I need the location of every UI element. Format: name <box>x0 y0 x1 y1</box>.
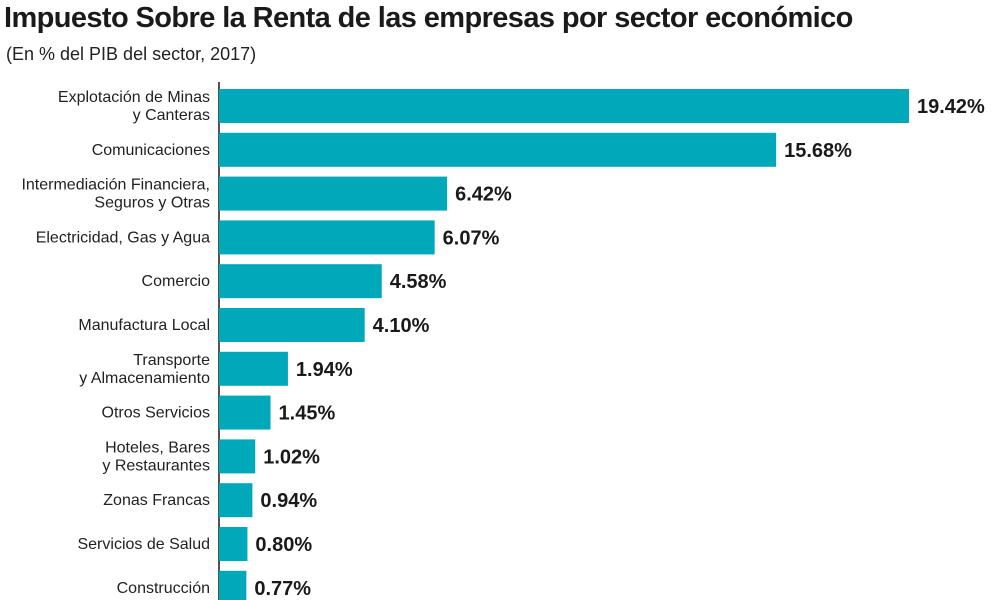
category-label: Otros Servicios <box>102 405 210 422</box>
category-label: Transporte <box>133 352 210 369</box>
bar-value-label: 0.77% <box>254 578 311 600</box>
category-label: y Canteras <box>133 107 210 124</box>
bar-value-label: 1.02% <box>263 446 320 468</box>
bar-value-label: 15.68% <box>784 140 852 162</box>
bar <box>219 220 435 255</box>
category-label: Comunicaciones <box>92 142 210 159</box>
category-label: y Almacenamiento <box>79 370 210 387</box>
chart-subtitle: (En % del PIB del sector, 2017) <box>6 44 257 64</box>
bar <box>219 351 288 386</box>
category-label: Servicios de Salud <box>77 536 210 553</box>
bar-value-label: 6.07% <box>443 227 500 249</box>
bar <box>219 176 448 211</box>
category-label: Manufactura Local <box>78 317 210 334</box>
bar <box>219 89 909 123</box>
bar <box>219 132 777 167</box>
chart-title: Impuesto Sobre la Renta de las empresas … <box>4 2 853 34</box>
bar <box>219 308 365 342</box>
bar-value-label: 4.58% <box>390 271 447 293</box>
bar-value-label: 1.45% <box>279 403 336 425</box>
bar-value-label: 4.10% <box>373 315 430 337</box>
category-label: Explotación de Minas <box>58 89 210 106</box>
category-label: Intermediación Financiera, <box>21 177 210 194</box>
category-label: Hoteles, Bares <box>105 439 210 456</box>
category-label: Seguros y Otras <box>94 195 210 212</box>
category-label: Electricidad, Gas y Agua <box>36 229 210 246</box>
bar <box>219 264 382 299</box>
category-label: Zonas Francas <box>103 492 210 509</box>
bar <box>219 527 248 561</box>
category-label: Construcción <box>117 580 210 597</box>
category-label: y Restaurantes <box>102 457 210 474</box>
bar-value-label: 0.94% <box>260 490 317 512</box>
bar <box>219 570 247 600</box>
bar-value-label: 6.42% <box>455 184 512 206</box>
bar-value-label: 1.94% <box>296 359 353 381</box>
bar <box>219 395 271 430</box>
bar-value-label: 0.80% <box>255 534 312 556</box>
bar <box>219 483 253 518</box>
bar-value-label: 19.42% <box>917 96 985 118</box>
bar <box>219 439 256 474</box>
category-label: Comercio <box>142 273 211 290</box>
